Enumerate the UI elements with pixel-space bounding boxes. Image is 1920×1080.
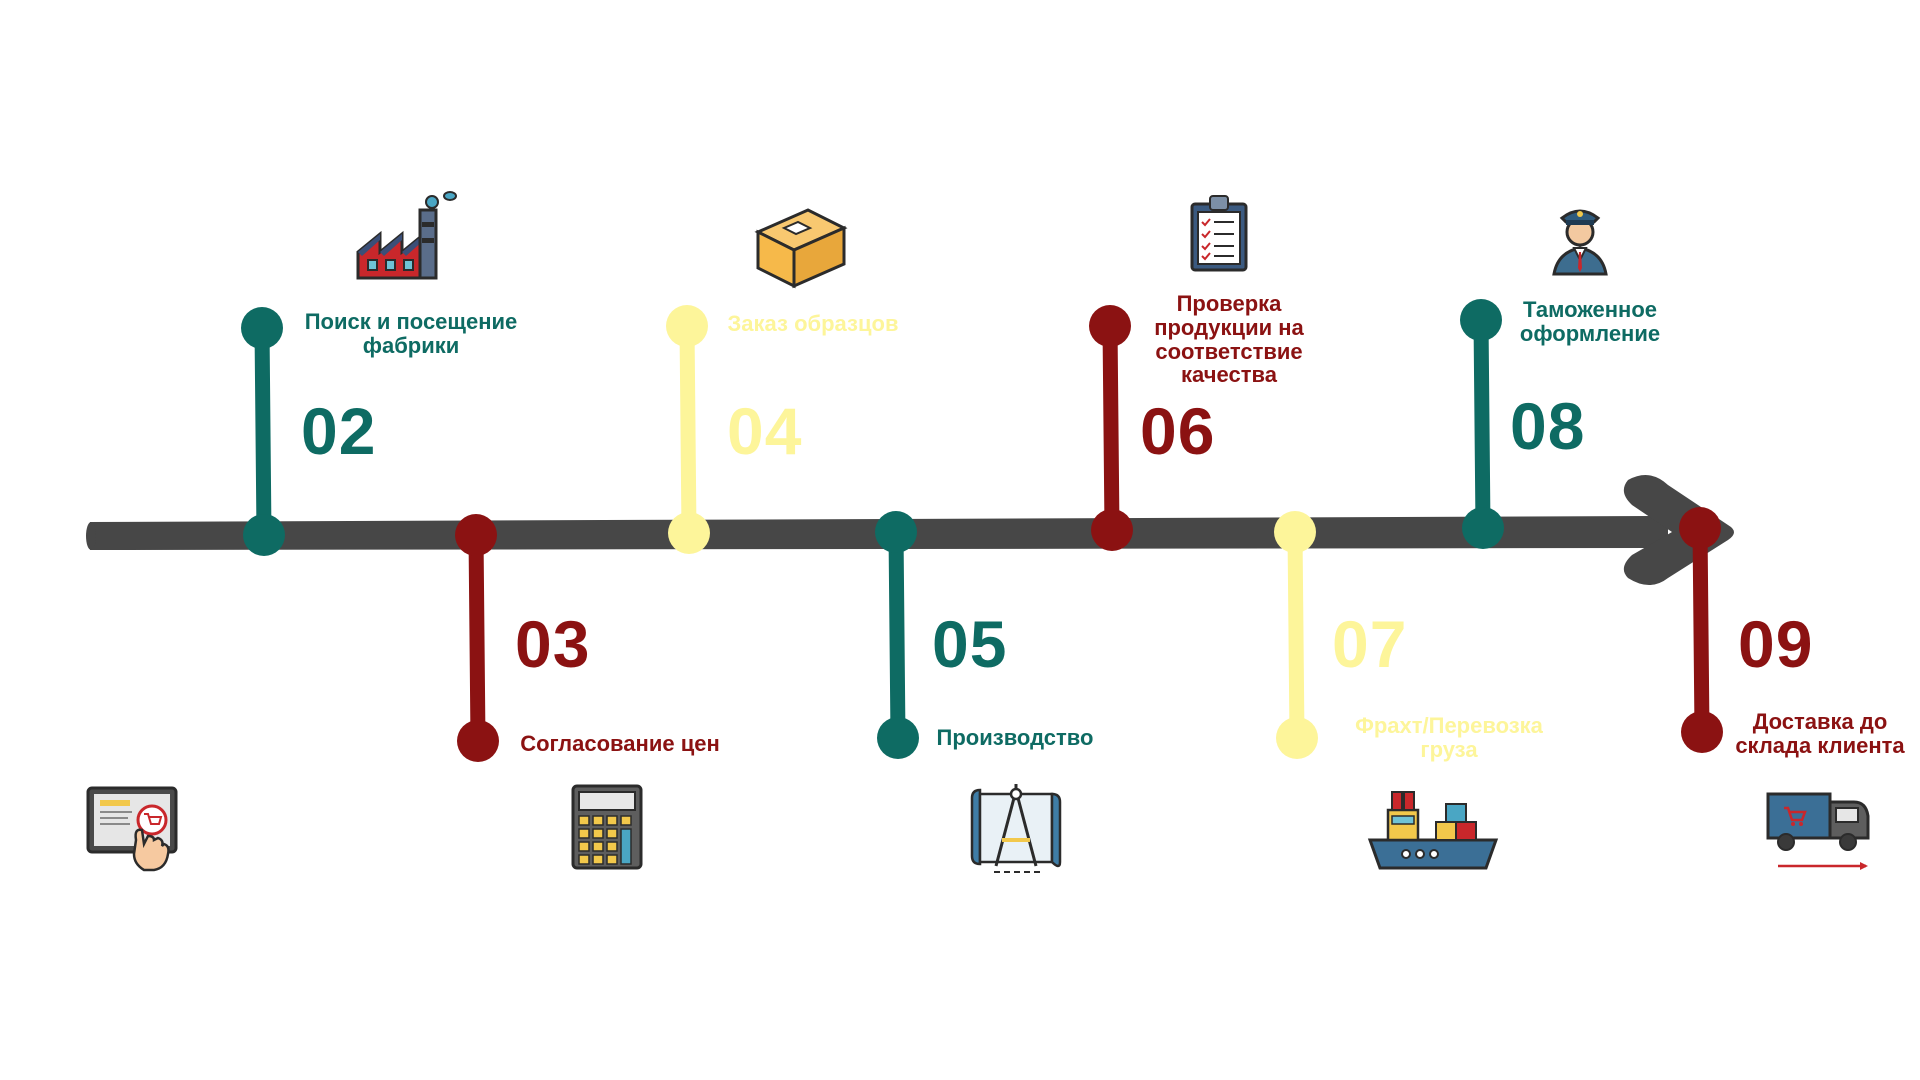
- step-label-04: Заказ образцов: [727, 311, 899, 336]
- step-stem-04: [666, 305, 710, 554]
- step-stem-03: [455, 514, 499, 762]
- step-label-05: Производство: [936, 725, 1094, 750]
- online-shop-tablet-icon: [86, 786, 178, 872]
- step-label-09: Доставка до склада клиента: [1735, 709, 1905, 758]
- step-number-04: 04: [727, 394, 803, 468]
- step-stem-08: [1460, 299, 1504, 549]
- clipboard-checklist-icon: [1190, 195, 1248, 272]
- delivery-truck-icon: [1766, 792, 1870, 870]
- step-label-03: Согласование цен: [520, 731, 720, 756]
- step-stem-07: [1274, 511, 1318, 759]
- step-number-05: 05: [932, 607, 1008, 681]
- step-stem-05: [875, 511, 919, 759]
- customs-officer-icon: [1552, 209, 1608, 276]
- step-label-02: Поиск и посещение фабрики: [304, 309, 518, 358]
- box-icon: [754, 208, 848, 289]
- blueprint-compass-icon: [970, 784, 1062, 873]
- factory-icon: [356, 191, 457, 280]
- cargo-ship-icon: [1367, 791, 1499, 870]
- step-stem-02: [241, 307, 285, 556]
- calculator-icon: [571, 784, 643, 870]
- step-stem-06: [1089, 305, 1133, 551]
- step-number-02: 02: [301, 394, 377, 468]
- step-number-09: 09: [1738, 607, 1814, 681]
- step-number-07: 07: [1332, 607, 1408, 681]
- step-number-08: 08: [1510, 389, 1586, 463]
- step-number-03: 03: [515, 607, 591, 681]
- step-number-06: 06: [1140, 394, 1216, 468]
- step-label-06: Проверка продукции на соответствие качес…: [1154, 291, 1304, 388]
- step-stem-09: [1679, 507, 1723, 753]
- step-label-08: Таможенное оформление: [1519, 297, 1661, 346]
- step-label-07: Фрахт/Перевозка груза: [1355, 713, 1543, 762]
